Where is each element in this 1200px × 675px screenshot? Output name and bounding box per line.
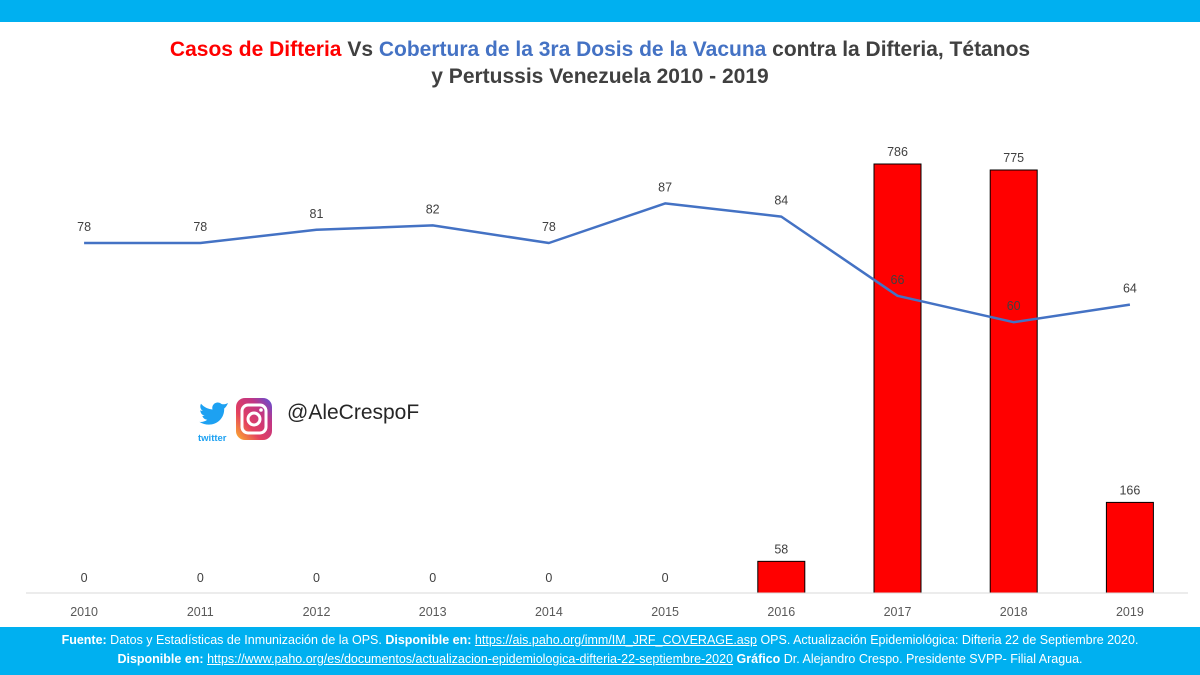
available-label-1: Disponible en: xyxy=(385,633,472,647)
bar-cases-2017 xyxy=(873,163,922,594)
footer-line-1: Fuente: Datos y Estadísticas de Inmuniza… xyxy=(0,631,1200,650)
twitter-bird-icon[interactable] xyxy=(199,402,228,425)
title-vs: Vs xyxy=(341,38,379,61)
instagram-dot xyxy=(259,408,263,412)
coverage-label-2012: 81 xyxy=(310,207,324,221)
title-rest: contra la Difteria, Tétanos xyxy=(766,38,1031,61)
instagram-lens xyxy=(246,411,262,427)
title-line-2: y Pertussis Venezuela 2010 - 2019 xyxy=(431,65,769,88)
bar-label-2015: 0 xyxy=(662,571,669,585)
source-link-1[interactable]: https://ais.paho.org/imm/IM_JRF_COVERAGE… xyxy=(474,633,757,647)
graph-label: Gráfico xyxy=(736,652,781,666)
coverage-label-2010: 78 xyxy=(77,220,91,234)
source-label: Fuente: xyxy=(61,633,107,647)
bar-label-2018: 775 xyxy=(1003,151,1024,165)
x-tick-2019: 2019 xyxy=(1116,605,1144,619)
top-band xyxy=(0,0,1200,22)
graph-credit: Dr. Alejandro Crespo. Presidente SVPP- F… xyxy=(780,652,1083,666)
source-link-2[interactable]: https://www.paho.org/es/documentos/actua… xyxy=(207,652,734,666)
instagram-inner xyxy=(240,403,268,435)
x-tick-2016: 2016 xyxy=(767,605,795,619)
coverage-line xyxy=(84,202,1131,324)
bar-label-2016: 58 xyxy=(774,542,788,556)
x-tick-2010: 2010 xyxy=(70,605,98,619)
x-tick-2017: 2017 xyxy=(884,605,912,619)
title-line-1: Casos de Difteria Vs Cobertura de la 3ra… xyxy=(0,36,1200,63)
coverage-label-2014: 78 xyxy=(542,220,556,234)
bar-cases-2019 xyxy=(1105,501,1154,594)
footer-line-2: Disponible en: https://www.paho.org/es/d… xyxy=(0,650,1200,669)
source-text: Datos y Estadísticas de Inmunización de … xyxy=(106,633,386,647)
coverage-label-2015: 87 xyxy=(658,180,672,194)
x-tick-2012: 2012 xyxy=(303,605,331,619)
bar-cases-2018 xyxy=(989,169,1038,594)
coverage-label-2019: 64 xyxy=(1123,282,1137,296)
bar-label-2013: 0 xyxy=(429,571,436,585)
twitter-wordmark: twitter xyxy=(198,433,227,443)
x-tick-2015: 2015 xyxy=(651,605,679,619)
footer-source: Fuente: Datos y Estadísticas de Inmuniza… xyxy=(0,627,1200,675)
coverage-label-2018: 60 xyxy=(1007,299,1021,313)
coverage-label-2013: 82 xyxy=(426,202,440,216)
coverage-label-2017: 66 xyxy=(891,273,905,287)
x-tick-2014: 2014 xyxy=(535,605,563,619)
instagram-frame xyxy=(236,398,272,440)
social-handle[interactable]: @AleCrespoF xyxy=(287,401,420,424)
x-tick-2013: 2013 xyxy=(419,605,447,619)
bar-label-2012: 0 xyxy=(313,571,320,585)
bar-label-2011: 0 xyxy=(197,571,204,585)
coverage-label-2016: 84 xyxy=(774,194,788,208)
bar-label-2010: 0 xyxy=(81,571,88,585)
social-block: twitter xyxy=(196,397,456,443)
bar-label-2014: 0 xyxy=(545,571,552,585)
bar-label-2019: 166 xyxy=(1119,483,1140,497)
available-label-2: Disponible en: xyxy=(117,652,204,666)
coverage-label-2011: 78 xyxy=(193,220,207,234)
title-cases: Casos de Difteria xyxy=(169,38,342,61)
x-tick-2011: 2011 xyxy=(187,605,214,619)
chart-title: Casos de Difteria Vs Cobertura de la 3ra… xyxy=(0,36,1200,90)
title-coverage: Cobertura de la 3ra Dosis de la Vacuna xyxy=(378,38,767,61)
instagram-icon[interactable] xyxy=(236,398,272,440)
x-tick-2018: 2018 xyxy=(1000,605,1028,619)
twitter-bird-shape xyxy=(199,402,228,425)
source-text-2: OPS. Actualización Epidemiológica: Difte… xyxy=(756,633,1139,647)
bar-cases-2016 xyxy=(757,560,806,594)
bar-label-2017: 786 xyxy=(887,145,908,159)
